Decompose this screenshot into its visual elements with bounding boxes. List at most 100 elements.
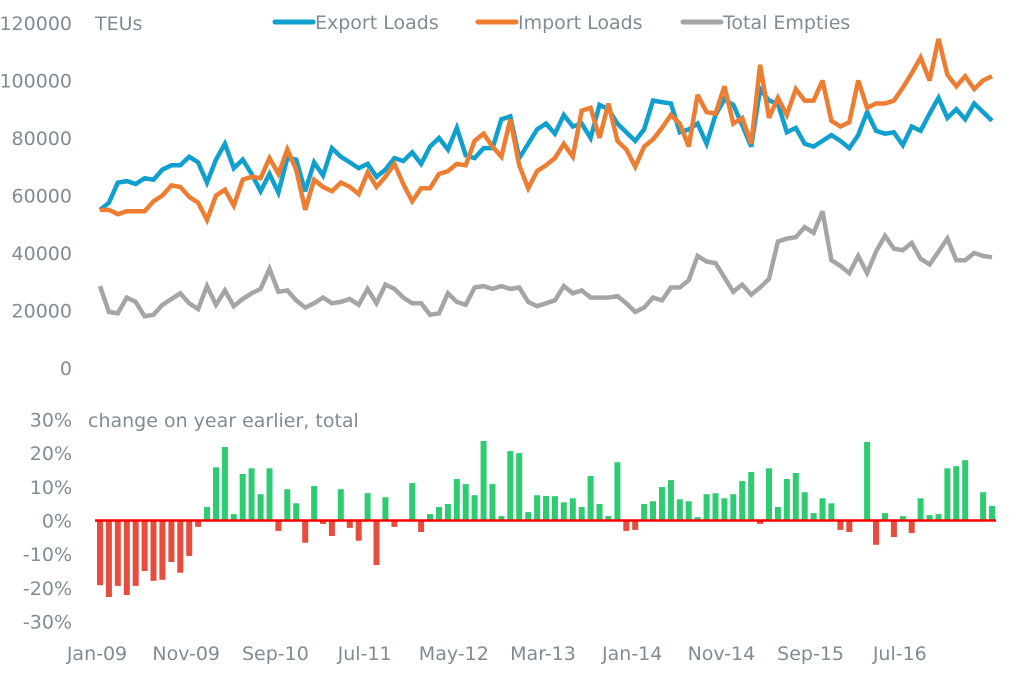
bar-positive — [525, 512, 532, 521]
bar-positive — [864, 442, 871, 521]
bar-negative — [757, 520, 764, 524]
bar-positive — [596, 504, 603, 521]
bar-positive — [712, 493, 719, 521]
bar-negative — [177, 520, 184, 573]
bar-positive — [685, 501, 692, 521]
bar-positive — [507, 451, 514, 521]
bar-positive — [810, 513, 817, 521]
x-tick-label: Jan-09 — [66, 643, 127, 665]
bar-positive — [605, 516, 612, 521]
bar-negative — [346, 520, 353, 528]
x-axis: Jan-09 Nov-09 Sep-10 Jul-11 May-12 Mar-13 Jan-… — [66, 643, 927, 665]
bar-negative — [123, 520, 130, 595]
bar-positive — [489, 484, 496, 521]
bar-negative — [105, 520, 112, 597]
bar-positive — [774, 507, 781, 521]
bar-positive — [882, 513, 888, 521]
series-line-import-loads — [100, 38, 993, 226]
x-tick-label: Jul-16 — [872, 643, 927, 665]
bar-positive — [739, 481, 746, 521]
bar-positive — [230, 514, 237, 521]
line-series-group — [97, 38, 994, 319]
bar-positive — [676, 499, 683, 521]
bar-negative — [275, 520, 282, 531]
x-tick-label: Nov-09 — [152, 643, 220, 665]
bar-positive — [694, 517, 701, 521]
bar-negative — [159, 520, 166, 580]
bar-positive — [516, 453, 523, 521]
bar-negative — [114, 520, 121, 586]
legend: Export Loads Import Loads Total Empties — [272, 12, 850, 34]
series-line-export-loads — [98, 83, 994, 212]
bar-negative — [890, 520, 897, 537]
bar-positive — [748, 472, 755, 521]
bar-positive — [204, 507, 210, 521]
bar-positive — [730, 494, 737, 521]
bar-negative — [908, 520, 915, 533]
bar-negative — [150, 520, 157, 581]
top-y-tick-label: 0 — [60, 358, 72, 380]
bar-positive — [248, 468, 255, 521]
bar-positive — [534, 495, 541, 521]
series-line-total-empties — [97, 210, 993, 319]
bar-positive — [480, 441, 487, 521]
bar-positive — [703, 494, 710, 521]
bar-negative — [320, 520, 326, 524]
bar-positive — [551, 496, 558, 521]
bottom-y-tick-label: -20% — [23, 578, 72, 600]
bar-positive — [935, 514, 942, 521]
bar-positive — [221, 447, 228, 521]
top-y-tick-label: 120000 — [0, 13, 72, 35]
bar-series-group — [97, 441, 995, 597]
bar-negative — [846, 520, 853, 532]
x-tick-label: Jul-11 — [337, 643, 392, 665]
bar-positive — [721, 498, 728, 521]
bottom-y-tick-label: 30% — [30, 409, 72, 431]
bar-negative — [132, 520, 139, 586]
bar-positive — [989, 506, 995, 521]
bar-positive — [453, 479, 460, 521]
legend-label: Export Loads — [315, 12, 439, 34]
bar-positive — [944, 468, 951, 521]
bar-positive — [311, 486, 318, 521]
bar-positive — [257, 494, 264, 521]
bar-negative — [141, 520, 148, 571]
bar-positive — [444, 504, 451, 521]
top-y-axis: 0 20000 40000 60000 80000 100000 120000 — [0, 13, 72, 380]
bar-negative — [97, 520, 103, 586]
bar-positive — [569, 498, 576, 521]
bar-positive — [614, 462, 621, 521]
legend-item: Import Loads — [475, 12, 643, 34]
bar-positive — [239, 474, 246, 521]
bar-positive — [917, 498, 924, 521]
bar-positive — [828, 503, 835, 521]
legend-item: Export Loads — [272, 12, 439, 34]
bar-positive — [337, 489, 344, 521]
bar-positive — [980, 492, 987, 521]
bottom-y-tick-label: -10% — [23, 544, 72, 566]
bar-positive — [801, 492, 808, 521]
x-tick-label: Nov-14 — [688, 643, 756, 665]
bar-negative — [186, 520, 193, 556]
bottom-y-tick-label: 10% — [30, 477, 72, 499]
bar-positive — [498, 516, 505, 521]
bottom-unit-label: change on year earlier, total — [88, 410, 359, 432]
x-tick-label: May-12 — [419, 643, 489, 665]
bar-negative — [195, 520, 202, 527]
legend-item: Total Empties — [680, 12, 850, 34]
bar-positive — [641, 504, 648, 521]
bar-positive — [578, 507, 585, 521]
top-y-tick-label: 80000 — [12, 128, 72, 150]
bar-positive — [783, 479, 790, 521]
bar-positive — [667, 480, 674, 521]
bar-negative — [837, 520, 844, 530]
top-y-tick-label: 100000 — [0, 71, 72, 93]
legend-label: Import Loads — [518, 12, 643, 34]
bottom-y-tick-label: 20% — [30, 443, 72, 465]
bar-positive — [462, 484, 469, 521]
bar-positive — [819, 498, 826, 521]
bar-positive — [382, 497, 389, 521]
bar-positive — [659, 487, 665, 521]
x-tick-label: Sep-15 — [777, 643, 844, 665]
